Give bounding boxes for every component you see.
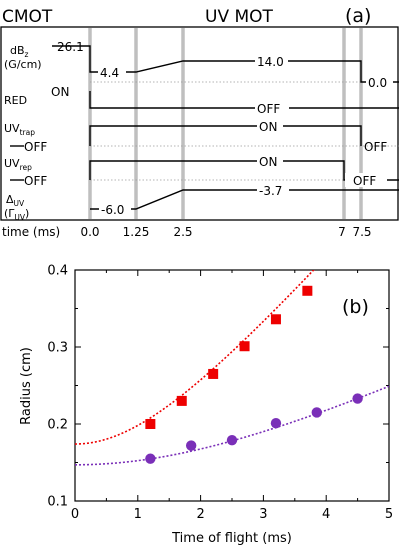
delta-value-cmot: -6.0: [101, 203, 124, 217]
x-tick-label: 1: [134, 507, 142, 522]
time-tick-3: 7: [338, 225, 346, 239]
waveform-uvtrap: [89, 125, 362, 146]
x-tick-label: 5: [385, 507, 393, 522]
y-axis-label: Radius (cm): [19, 347, 34, 425]
circle-marker: [145, 453, 156, 464]
circle-marker: [226, 434, 238, 446]
red-value-off: OFF: [257, 102, 280, 116]
waveform-dbz: [52, 45, 399, 83]
time-tick-4: 7.5: [352, 225, 371, 239]
x-axis-label: Time of flight (ms): [171, 531, 292, 546]
time-tick-1: 1.25: [123, 225, 150, 239]
panel-a-timing-diagram: CMOT UV MOT (a) dBz (G/cm) RED UVtrap UV…: [0, 5, 399, 239]
uvrep-value-on: ON: [259, 155, 277, 169]
row-baselines: [90, 81, 399, 181]
square-marker: [239, 341, 250, 352]
data-markers: [145, 285, 363, 464]
uvrep-value-off-right: OFF: [353, 174, 376, 188]
uvtrap-value-off-left: OFF: [24, 140, 47, 154]
circle-marker: [270, 418, 282, 429]
row-label-delta-units: (ΓUV): [4, 207, 29, 222]
time-markers: [88, 28, 363, 219]
delta-value-uvmot: -3.7: [259, 184, 282, 198]
panel-b-label: (b): [342, 296, 369, 318]
time-axis-label: time (ms): [2, 225, 60, 239]
phase-left-label: CMOT: [2, 7, 53, 27]
waveform-red: [89, 91, 399, 109]
y-tick-label: 0.1: [47, 495, 68, 510]
row-labels: dBz (G/cm) RED UVtrap UVrep ΔUV (ΓUV): [4, 44, 42, 222]
square-marker: [145, 419, 156, 429]
panel-a-label: (a): [345, 5, 371, 27]
uvrep-value-off-left: OFF: [24, 174, 47, 188]
x-tick-label: 3: [259, 507, 267, 522]
dbz-value-end: 0.0: [368, 76, 387, 90]
x-tick-label: 0: [71, 507, 79, 522]
phase-right-label: UV MOT: [205, 7, 274, 27]
value-labels: 26.1 4.4 14.0 0.0 ON OFF OFF ON OFF OFF …: [10, 40, 393, 217]
row-label-delta: ΔUV: [6, 193, 25, 208]
square-marker: [176, 395, 187, 406]
y-tick-label: 0.2: [47, 418, 68, 433]
x-tick-label: 2: [196, 507, 204, 522]
y-tick-label: 0.4: [47, 264, 68, 279]
square-marker: [302, 285, 313, 296]
square-marker: [270, 314, 281, 325]
axes-ticks: 0 1 2 3 4 5 0.1 0.2 0.3 0.4: [47, 264, 393, 523]
red-value-on: ON: [51, 85, 69, 99]
circle-marker: [352, 393, 363, 404]
y-tick-label: 0.3: [47, 341, 68, 356]
time-axis: time (ms) 0.0 1.25 2.5 7 7.5: [2, 225, 372, 239]
fit-curves: [75, 270, 389, 466]
dbz-value-uvmot: 14.0: [257, 55, 284, 69]
circle-marker: [311, 407, 322, 418]
row-label-dbz: dBz: [10, 44, 29, 59]
row-label-red: RED: [4, 94, 27, 107]
dbz-value-low: 4.4: [100, 66, 119, 80]
dbz-value-cmot: 26.1: [57, 40, 84, 54]
circle-marker: [185, 440, 197, 451]
row-label-uvtrap: UVtrap: [4, 122, 35, 137]
row-label-uvrep: UVrep: [4, 157, 32, 172]
uvtrap-value-off-right: OFF: [364, 140, 387, 154]
row-label-dbz-units: (G/cm): [4, 58, 42, 71]
fit-curve-2: [75, 385, 389, 466]
time-tick-0: 0.0: [80, 225, 99, 239]
panel-b-scatter-plot: 0 1 2 3 4 5 0.1 0.2 0.3 0.4 (b) Time of flight (m…: [19, 264, 393, 547]
x-tick-label: 4: [322, 507, 330, 522]
time-tick-2: 2.5: [173, 225, 192, 239]
square-marker: [208, 368, 219, 379]
panel-a-frame: [0, 26, 399, 221]
uvtrap-value-on: ON: [259, 120, 277, 134]
